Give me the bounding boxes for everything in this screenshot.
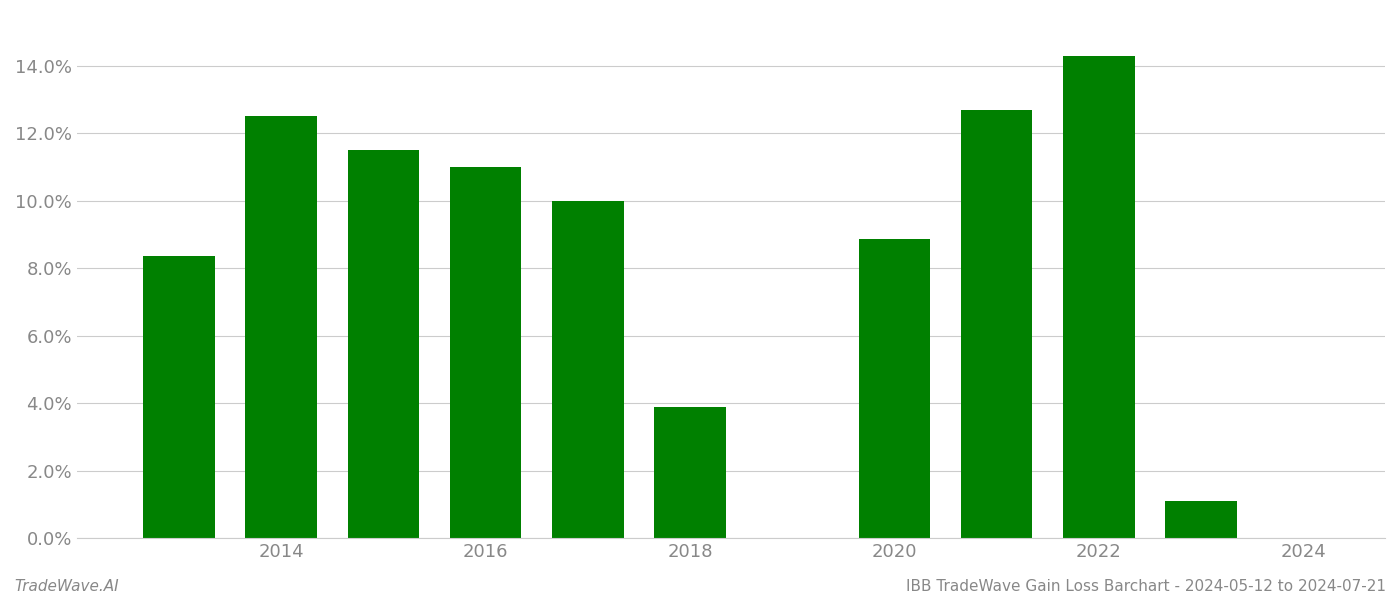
Bar bbox=[449, 167, 521, 538]
Text: TradeWave.AI: TradeWave.AI bbox=[14, 579, 119, 594]
Bar bbox=[858, 239, 930, 538]
Bar bbox=[1165, 501, 1236, 538]
Bar bbox=[245, 116, 316, 538]
Bar bbox=[1063, 56, 1134, 538]
Bar bbox=[552, 200, 623, 538]
Bar bbox=[347, 150, 419, 538]
Bar bbox=[960, 110, 1032, 538]
Bar bbox=[654, 407, 725, 538]
Bar bbox=[143, 256, 214, 538]
Text: IBB TradeWave Gain Loss Barchart - 2024-05-12 to 2024-07-21: IBB TradeWave Gain Loss Barchart - 2024-… bbox=[906, 579, 1386, 594]
